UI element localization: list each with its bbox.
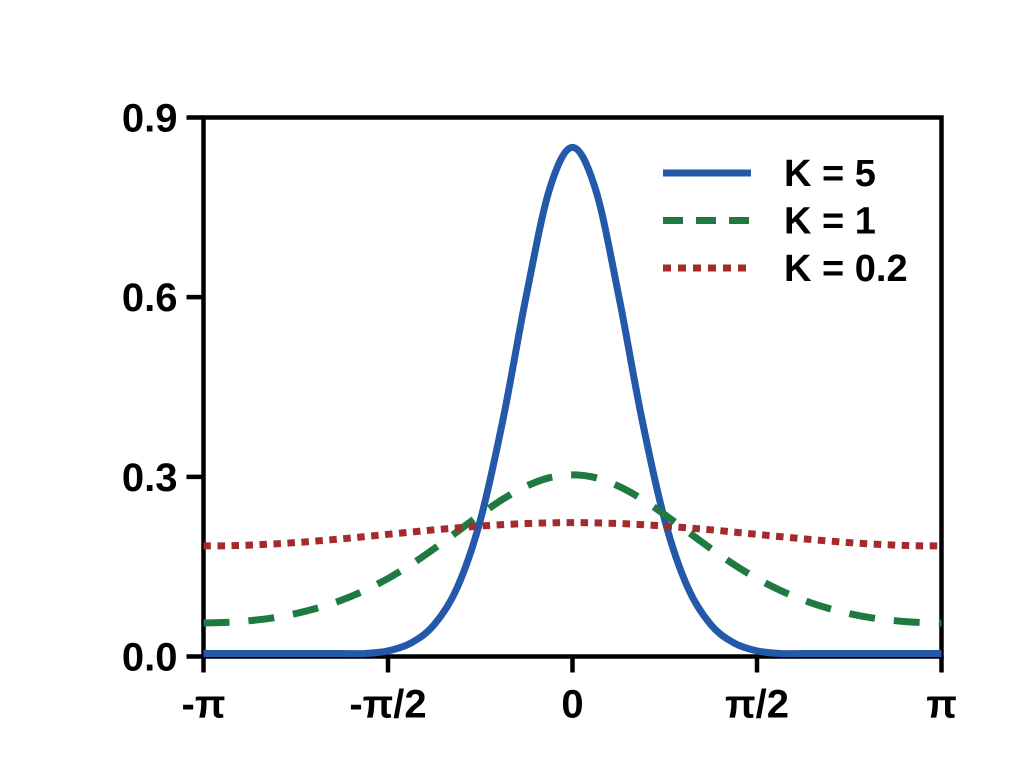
y-tick-label: 0.6 [122, 276, 178, 320]
x-tick-label: π/2 [725, 683, 789, 727]
y-tick-label: 0.0 [122, 636, 178, 680]
axes-box [201, 115, 944, 659]
series-line-dashed [203, 471, 942, 627]
x-tick-label: -π [182, 683, 226, 727]
y-tick-label: 0.9 [122, 97, 178, 141]
series-line-dotted [203, 519, 942, 550]
y-tick-label: 0.3 [122, 456, 178, 500]
legend-label: K = 1 [784, 201, 876, 243]
x-tick-label: -π/2 [349, 683, 426, 727]
x-tick-label: π [926, 683, 957, 727]
legend-label: K = 5 [784, 153, 876, 195]
series-line-solid [203, 143, 942, 658]
x-tick-label: 0 [561, 683, 583, 727]
legend-label: K = 0.2 [784, 248, 908, 290]
